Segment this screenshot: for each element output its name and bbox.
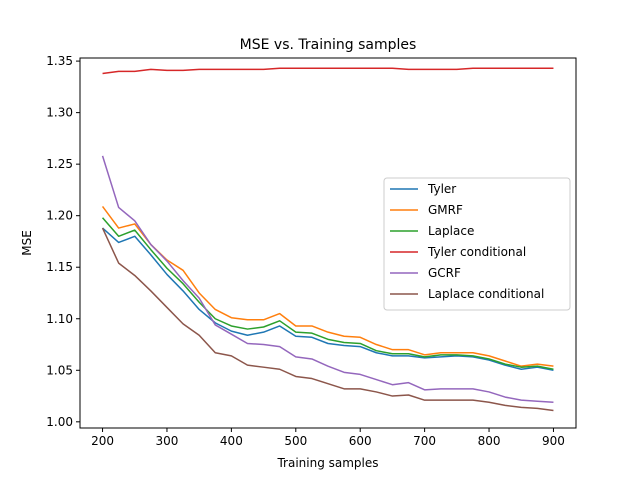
legend-label-5: Laplace conditional	[428, 287, 544, 301]
legend: Tyler GMRF Laplace Tyler conditional GCRF Lap…	[383, 177, 571, 311]
y-tick-label: 1.10	[46, 312, 73, 326]
series-line-5	[101, 227, 554, 412]
y-axis-ticks: 1.00 1.05 1.10 1.15 1.20 1.25 1.30 1.35	[46, 54, 80, 429]
y-axis-title: MSE	[20, 230, 34, 256]
x-axis-title: Training samples	[276, 456, 378, 470]
x-tick-label: 800	[478, 434, 501, 448]
series-line-0	[102, 227, 554, 372]
legend-label-3: Tyler conditional	[427, 245, 526, 259]
series-line-1	[101, 205, 554, 367]
series-line-2	[101, 217, 554, 370]
legend-box	[383, 177, 571, 311]
y-tick-label: 1.35	[46, 54, 73, 68]
x-tick-label: 200	[91, 434, 114, 448]
plot-frame	[79, 57, 577, 429]
x-tick-label: 400	[220, 434, 243, 448]
series-lines	[101, 67, 554, 412]
y-tick-label: 1.05	[46, 363, 73, 377]
x-tick-label: 500	[284, 434, 307, 448]
y-tick-label: 1.15	[46, 260, 73, 274]
x-tick-label: 600	[349, 434, 372, 448]
y-tick-label: 1.30	[46, 106, 73, 120]
x-tick-label: 700	[413, 434, 436, 448]
x-tick-label: 300	[156, 434, 179, 448]
x-axis-ticks: 200 300 400 500 600 700 800 900	[91, 428, 565, 448]
series-line-3	[102, 67, 554, 75]
x-tick-label: 900	[542, 434, 565, 448]
chart-title: MSE vs. Training samples	[240, 37, 417, 53]
y-tick-label: 1.25	[46, 157, 73, 171]
legend-label-4: GCRF	[428, 266, 461, 280]
legend-label-1: GMRF	[428, 203, 463, 217]
y-tick-label: 1.00	[46, 415, 73, 429]
legend-label-2: Laplace	[428, 224, 474, 238]
y-tick-label: 1.20	[46, 209, 73, 223]
legend-label-0: Tyler	[427, 182, 456, 196]
series-line-4	[101, 155, 554, 403]
